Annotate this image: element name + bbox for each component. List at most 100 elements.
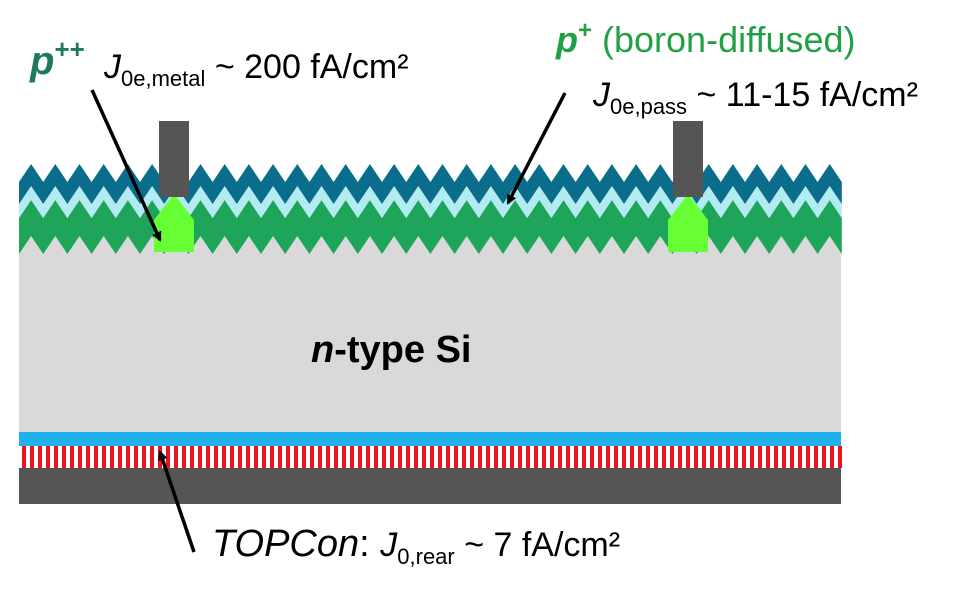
poly-si-stripe xyxy=(630,446,634,468)
poly-si-stripe xyxy=(542,446,546,468)
poly-si-stripe xyxy=(718,446,722,468)
poly-si-stripe xyxy=(590,446,594,468)
poly-si-stripe xyxy=(270,446,274,468)
poly-si-stripe xyxy=(206,446,210,468)
poly-si-stripe xyxy=(318,446,322,468)
poly-si-stripe xyxy=(470,446,474,468)
tunnel-oxide-layer xyxy=(19,432,841,446)
poly-si-stripe xyxy=(254,446,258,468)
poly-si-stripe xyxy=(430,446,434,468)
n-type-silicon-bulk xyxy=(19,236,841,432)
poly-si-stripe xyxy=(342,446,346,468)
poly-si-stripe xyxy=(350,446,354,468)
poly-si-stripe xyxy=(86,446,90,468)
poly-si-stripe xyxy=(414,446,418,468)
poly-si-stripe xyxy=(478,446,482,468)
poly-si-stripe xyxy=(214,446,218,468)
poly-si-stripe xyxy=(662,446,666,468)
poly-si-stripe xyxy=(694,446,698,468)
poly-si-stripe xyxy=(166,446,170,468)
poly-si-stripe xyxy=(606,446,610,468)
poly-si-stripe xyxy=(198,446,202,468)
poly-si-stripe xyxy=(558,446,562,468)
p-plus-plus-label: p++ xyxy=(29,34,85,83)
j0e-pass-label: J0e,pass ~ 11-15 fA/cm² xyxy=(592,76,918,119)
poly-si-stripe xyxy=(726,446,730,468)
poly-si-stripe xyxy=(238,446,242,468)
bulk-label: n-type Si xyxy=(311,329,471,371)
poly-si-stripe xyxy=(822,446,826,468)
poly-si-stripe xyxy=(702,446,706,468)
poly-si-stripe xyxy=(838,446,842,468)
poly-si-stripe xyxy=(566,446,570,468)
arrow-topcon xyxy=(157,450,196,553)
poly-si-stripe xyxy=(262,446,266,468)
poly-si-stripe xyxy=(326,446,330,468)
poly-si-stripe xyxy=(622,446,626,468)
poly-si-stripe xyxy=(150,446,154,468)
poly-si-stripe xyxy=(670,446,674,468)
poly-si-stripe xyxy=(78,446,82,468)
poly-si-stripe xyxy=(574,446,578,468)
poly-si-stripe xyxy=(302,446,306,468)
poly-si-stripe xyxy=(110,446,114,468)
poly-si-stripe xyxy=(462,446,466,468)
poly-si-stripe xyxy=(790,446,794,468)
poly-si-stripe xyxy=(22,446,26,468)
poly-si-stripe xyxy=(686,446,690,468)
poly-si-stripe xyxy=(310,446,314,468)
poly-si-stripe xyxy=(422,446,426,468)
poly-si-stripe xyxy=(374,446,378,468)
poly-si-stripe xyxy=(526,446,530,468)
metal-finger xyxy=(159,121,189,197)
poly-si-stripe xyxy=(766,446,770,468)
poly-si-stripe xyxy=(182,446,186,468)
poly-si-stripe xyxy=(750,446,754,468)
poly-si-stripe xyxy=(710,446,714,468)
poly-si-stripe xyxy=(534,446,538,468)
poly-si-stripe xyxy=(438,446,442,468)
poly-si-stripe xyxy=(598,446,602,468)
poly-si-stripe xyxy=(742,446,746,468)
poly-si-stripe xyxy=(334,446,338,468)
arrow-metal-contact xyxy=(90,89,162,242)
antireflection-coating xyxy=(19,164,842,204)
poly-si-stripe xyxy=(502,446,506,468)
poly-si-stripe xyxy=(758,446,762,468)
poly-si-stripe xyxy=(678,446,682,468)
poly-si-stripe xyxy=(278,446,282,468)
poly-si-stripe xyxy=(806,446,810,468)
poly-si-stripe xyxy=(46,446,50,468)
poly-si-stripe xyxy=(94,446,98,468)
passivation-layer xyxy=(19,186,842,218)
poly-si-stripe xyxy=(638,446,642,468)
poly-si-stripe xyxy=(774,446,778,468)
poly-si-stripe xyxy=(142,446,146,468)
poly-si-stripe xyxy=(62,446,66,468)
poly-si-stripe xyxy=(118,446,122,468)
poly-si-stripe xyxy=(518,446,522,468)
poly-si-stripe xyxy=(54,446,58,468)
poly-si-stripe xyxy=(38,446,42,468)
poly-si-stripe xyxy=(782,446,786,468)
p-plus-boron-label: p+ (boron-diffused) xyxy=(555,17,856,60)
poly-si-stripe xyxy=(70,446,74,468)
poly-si-stripe xyxy=(230,446,234,468)
poly-si-stripe xyxy=(406,446,410,468)
poly-si-stripe xyxy=(654,446,658,468)
poly-si-stripe xyxy=(382,446,386,468)
poly-si-stripe xyxy=(102,446,106,468)
poly-si-stripe xyxy=(294,446,298,468)
poly-si-stripe xyxy=(614,446,618,468)
poly-si-stripe xyxy=(510,446,514,468)
poly-si-stripe xyxy=(814,446,818,468)
poly-si-stripe xyxy=(30,446,34,468)
poly-si-stripe xyxy=(222,446,226,468)
poly-si-stripe xyxy=(646,446,650,468)
poly-si-stripe xyxy=(134,446,138,468)
poly-si-stripe xyxy=(246,446,250,468)
poly-si-stripe xyxy=(494,446,498,468)
poly-si-stripe xyxy=(358,446,362,468)
